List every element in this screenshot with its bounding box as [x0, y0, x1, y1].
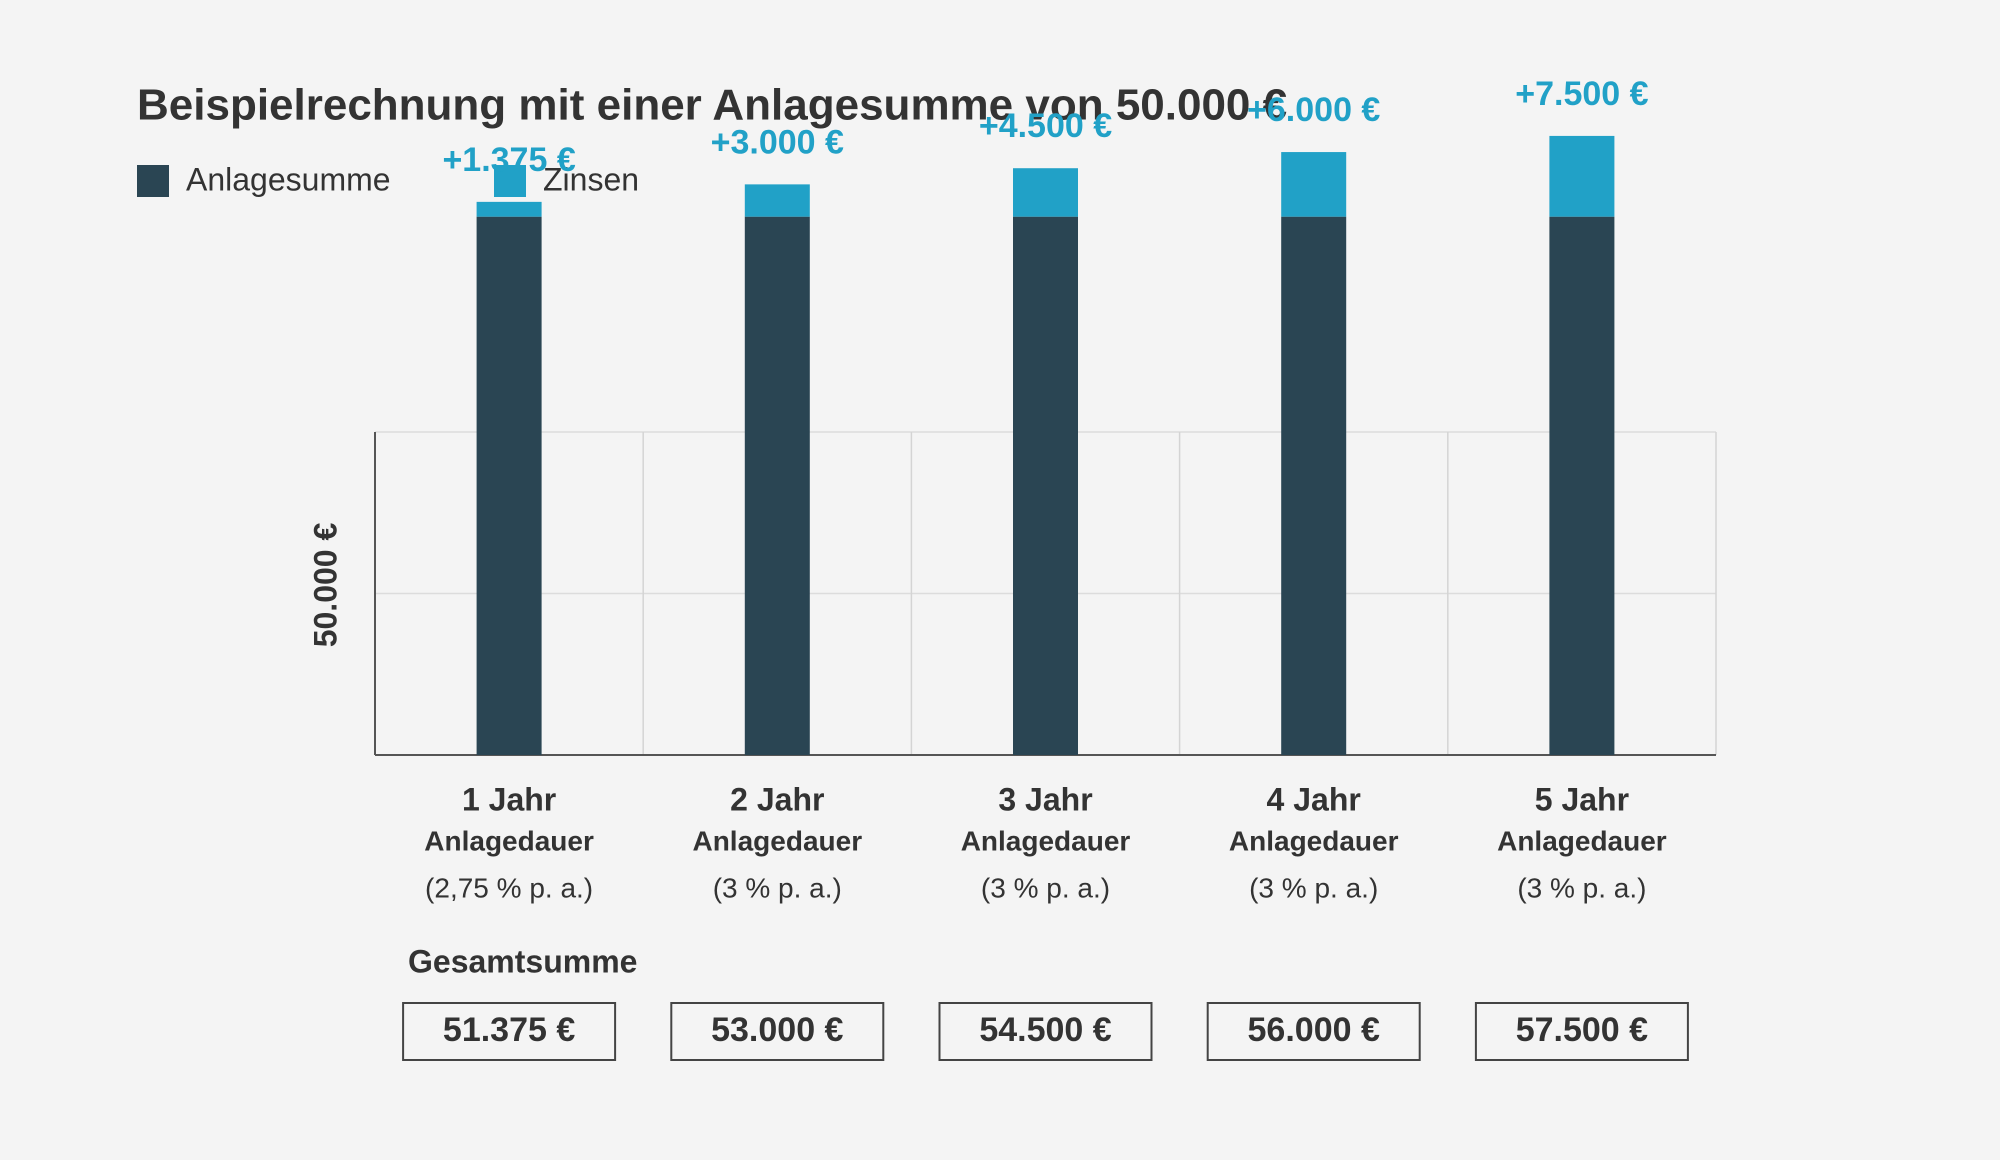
x-tick-sublabel: Anlagedauer	[692, 825, 862, 856]
bar-segment	[1549, 135, 1615, 217]
bar-segment	[476, 201, 542, 217]
total-label: 57.500 €	[1516, 1011, 1648, 1049]
total-box	[1474, 1002, 1689, 1061]
bar-segment	[1549, 216, 1615, 755]
x-tick-label: 5 Jahr	[1535, 781, 1629, 817]
total-label: 54.500 €	[979, 1011, 1111, 1049]
x-tick-sublabel: Anlagedauer	[1229, 825, 1399, 856]
x-tick-rate: (3 % p. a.)	[713, 872, 842, 903]
x-tick-rate: (3 % p. a.)	[1249, 872, 1378, 903]
x-tick-label: 1 Jahr	[462, 781, 556, 817]
x-tick-rate: (3 % p. a.)	[981, 872, 1110, 903]
value-label: +7.500 €	[1515, 75, 1648, 113]
bar-segment	[1013, 168, 1078, 217]
x-tick-label: 4 Jahr	[1267, 781, 1361, 817]
bar-segment	[1013, 216, 1078, 755]
legend-swatch	[137, 165, 169, 197]
x-tick-rate: (2,75 % p. a.)	[425, 872, 593, 903]
total-box	[402, 1002, 617, 1061]
bar-segment	[744, 216, 810, 755]
total-box	[670, 1002, 885, 1061]
total-label: 51.375 €	[443, 1011, 575, 1049]
value-label: +6.000 €	[1247, 91, 1380, 129]
legend-label: Zinsen	[543, 161, 639, 197]
legend-label: Anlagesumme	[186, 161, 391, 197]
bar-segment	[1281, 216, 1347, 755]
total-box	[938, 1002, 1153, 1061]
x-tick-rate: (3 % p. a.)	[1517, 872, 1646, 903]
chart-title: Beispielrechnung mit einer Anlagesumme v…	[137, 81, 1287, 130]
x-tick-sublabel: Anlagedauer	[1497, 825, 1667, 856]
bar-segment	[744, 184, 810, 217]
bar-segment	[476, 216, 542, 755]
value-label: +4.500 €	[979, 107, 1112, 145]
legend-swatch	[494, 165, 526, 197]
x-tick-label: 3 Jahr	[998, 781, 1092, 817]
total-box	[1206, 1002, 1421, 1061]
value-label: +3.000 €	[711, 123, 844, 161]
x-tick-sublabel: Anlagedauer	[424, 825, 594, 856]
y-axis-label: 50.000 €	[307, 523, 343, 648]
totals-label: Gesamtsumme	[408, 943, 637, 979]
total-label: 53.000 €	[711, 1011, 843, 1049]
value-label: +1.375 €	[442, 141, 575, 179]
bar-segment	[1281, 152, 1347, 217]
x-tick-sublabel: Anlagedauer	[961, 825, 1131, 856]
total-label: 56.000 €	[1248, 1011, 1380, 1049]
x-tick-label: 2 Jahr	[730, 781, 824, 817]
